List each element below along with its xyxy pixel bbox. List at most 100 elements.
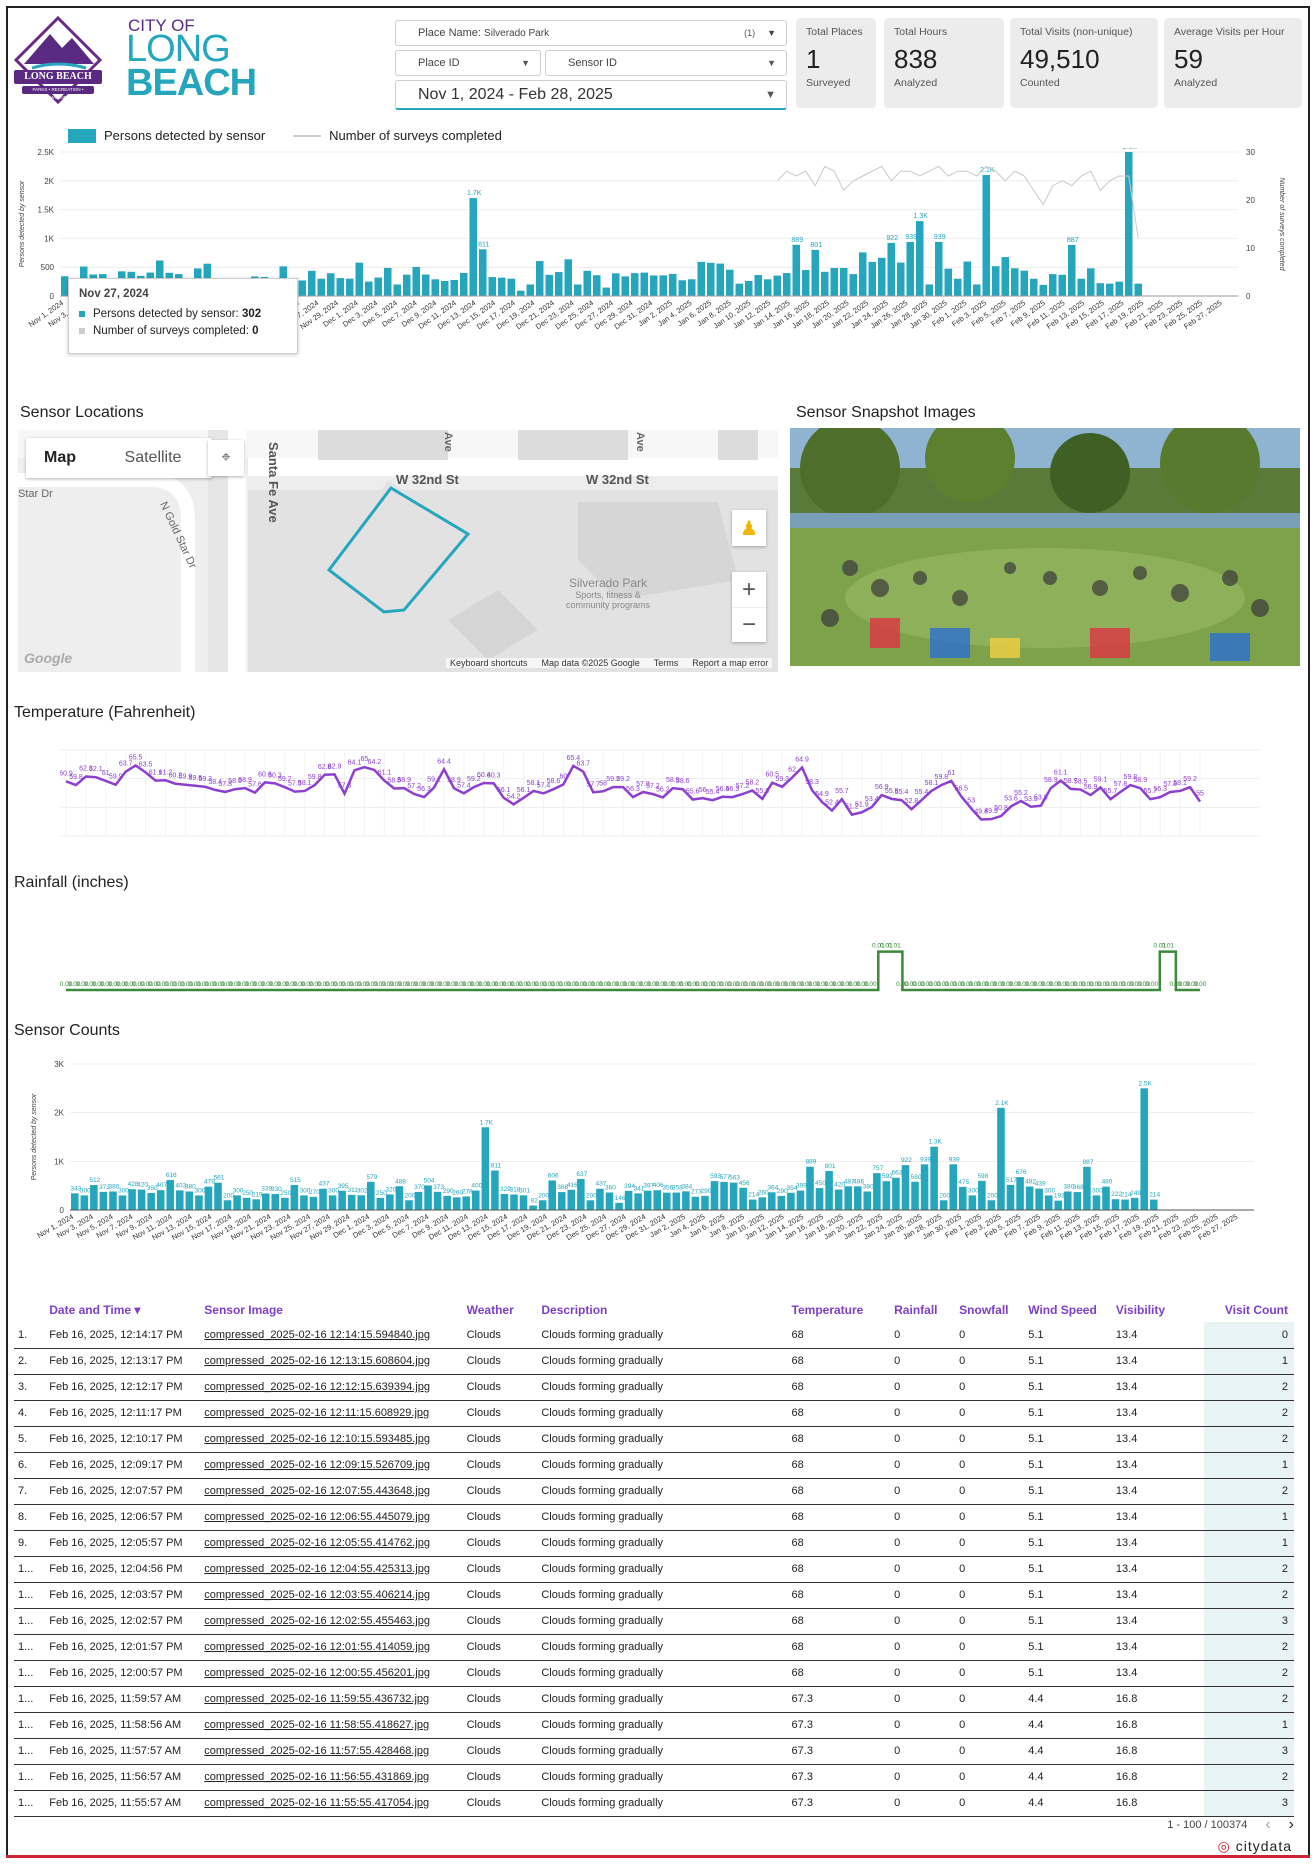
table-cell[interactable]: compressed_2025-02-16 12:01:55.414059.jp…	[204, 1634, 467, 1661]
map-footer-link[interactable]: Terms	[653, 658, 679, 668]
bar-data-label: 200	[586, 1192, 597, 1199]
table-row[interactable]: 1... Feb 16, 2025, 12:04:56 PM compressed_…	[14, 1556, 1294, 1583]
sensor-id-filter[interactable]: Sensor ID ▼	[545, 50, 787, 76]
table-row[interactable]: 7. Feb 16, 2025, 12:07:57 PM compressed_20…	[14, 1478, 1294, 1505]
table-cell[interactable]: compressed_2025-02-16 12:05:55.414762.jp…	[204, 1530, 467, 1557]
table-row[interactable]: 3. Feb 16, 2025, 12:12:17 PM compressed_20…	[14, 1374, 1294, 1401]
table-cell[interactable]: compressed_2025-02-16 11:55:55.417054.jp…	[204, 1790, 467, 1817]
temperature-data-label: 51.2	[845, 804, 859, 811]
table-cell[interactable]: compressed_2025-02-16 12:09:15.526709.jp…	[204, 1452, 467, 1479]
table-cell[interactable]: compressed_2025-02-16 12:06:55.445079.jp…	[204, 1504, 467, 1531]
rainfall-data-label: 0.00	[824, 981, 837, 988]
table-cell: 1...	[14, 1738, 50, 1765]
table-cell: 13.4	[1115, 1452, 1205, 1479]
persons-bar	[707, 262, 715, 296]
locate-icon[interactable]: ⌖	[208, 440, 244, 476]
surveys-line	[776, 165, 1139, 239]
map-footer-link[interactable]: Keyboard shortcuts	[450, 658, 528, 668]
temperature-data-label: 62.3	[79, 765, 93, 772]
table-row[interactable]: 1... Feb 16, 2025, 11:57:57 AM compressed_…	[14, 1738, 1294, 1765]
temperature-data-label: 57.3	[338, 783, 352, 790]
table-cell: Clouds forming gradually	[541, 1348, 792, 1375]
table-cell[interactable]: compressed_2025-02-16 11:59:55.436732.jp…	[204, 1686, 467, 1713]
table-cell: 0	[959, 1686, 1029, 1713]
table-row[interactable]: 1. Feb 16, 2025, 12:14:17 PM compressed_20…	[14, 1322, 1294, 1349]
legend-persons: Persons detected by sensor	[104, 128, 266, 143]
table-cell[interactable]: compressed_2025-02-16 11:56:55.431869.jp…	[204, 1764, 467, 1791]
column-header[interactable]: Description	[541, 1303, 608, 1317]
column-header[interactable]: Rainfall	[894, 1303, 938, 1317]
table-row[interactable]: 5. Feb 16, 2025, 12:10:17 PM compressed_20…	[14, 1426, 1294, 1453]
table-row[interactable]: 9. Feb 16, 2025, 12:05:57 PM compressed_20…	[14, 1530, 1294, 1557]
table-row[interactable]: 6. Feb 16, 2025, 12:09:17 PM compressed_20…	[14, 1452, 1294, 1479]
street-label: W 32nd St	[586, 472, 649, 487]
table-cell[interactable]: compressed_2025-02-16 11:58:55.418627.jp…	[204, 1712, 467, 1739]
column-header[interactable]: Temperature	[791, 1303, 864, 1317]
sensor-count-bar	[529, 1205, 537, 1210]
table-cell: 67.3	[791, 1738, 895, 1765]
next-page-icon[interactable]: ›	[1288, 1816, 1294, 1833]
table-row[interactable]: 1... Feb 16, 2025, 11:58:56 AM compressed_…	[14, 1712, 1294, 1739]
bar-data-label: 364	[767, 1184, 778, 1191]
zoom-in-icon[interactable]: +	[741, 575, 756, 603]
column-header[interactable]: Wind Speed	[1028, 1303, 1097, 1317]
table-cell[interactable]: compressed_2025-02-16 12:14:15.594840.jp…	[204, 1322, 467, 1349]
sensor-count-bar	[577, 1178, 585, 1210]
table-row[interactable]: 1... Feb 16, 2025, 11:59:57 AM compressed_…	[14, 1686, 1294, 1713]
table-row[interactable]: 1... Feb 16, 2025, 12:01:57 PM compressed_…	[14, 1634, 1294, 1661]
table-cell: 0	[959, 1556, 1029, 1583]
table-cell[interactable]: compressed_2025-02-16 12:10:15.593485.jp…	[204, 1426, 467, 1453]
table-row[interactable]: 1... Feb 16, 2025, 11:55:57 AM compressed_…	[14, 1790, 1294, 1817]
rainfall-data-label: 0.00	[124, 981, 137, 988]
table-cell[interactable]: compressed_2025-02-16 12:11:15.608929.jp…	[204, 1400, 467, 1427]
persons-bar	[669, 273, 677, 296]
table-cell[interactable]: compressed_2025-02-16 11:57:55.428468.jp…	[204, 1738, 467, 1765]
table-cell[interactable]: compressed_2025-02-16 12:13:15.608604.jp…	[204, 1348, 467, 1375]
map-footer-link[interactable]: Report a map error	[692, 658, 769, 668]
table-row[interactable]: 1... Feb 16, 2025, 12:02:57 PM compressed_…	[14, 1608, 1294, 1635]
tooltip-persons-label: Persons detected by sensor:	[93, 308, 239, 320]
table-row[interactable]: 4. Feb 16, 2025, 12:11:17 PM compressed_20…	[14, 1400, 1294, 1427]
table-cell[interactable]: compressed_2025-02-16 12:03:55.406214.jp…	[204, 1582, 467, 1609]
table-cell[interactable]: compressed_2025-02-16 12:02:55.455463.jp…	[204, 1608, 467, 1635]
table-row[interactable]: 1... Feb 16, 2025, 12:03:57 PM compressed_…	[14, 1582, 1294, 1609]
bar-data-label: 407	[156, 1182, 167, 1189]
table-cell: 13.4	[1115, 1400, 1205, 1427]
column-header[interactable]: Date and Time ▾	[49, 1303, 141, 1317]
y2-tick-label: 20	[1246, 196, 1255, 205]
persons-bar	[355, 262, 363, 296]
table-row[interactable]: 1... Feb 16, 2025, 12:00:57 PM compressed_…	[14, 1660, 1294, 1687]
place-id-filter[interactable]: Place ID ▼	[395, 50, 541, 76]
table-cell: 5.1	[1028, 1348, 1116, 1375]
column-header[interactable]: Sensor Image	[204, 1303, 283, 1317]
temperature-data-label: 55.6	[686, 789, 700, 796]
map-tab[interactable]: Map	[44, 449, 76, 466]
persons-bar	[327, 273, 335, 296]
temperature-data-label: 56.3	[417, 786, 431, 793]
satellite-tab[interactable]: Satellite	[124, 449, 182, 466]
rainfall-data-label: 0.00	[534, 981, 547, 988]
place-name-filter[interactable]: Place Name: Silverado Park (1) ▼	[395, 20, 787, 46]
column-header[interactable]: Visit Count	[1224, 1303, 1288, 1317]
column-header[interactable]: Weather	[466, 1303, 514, 1317]
table-cell[interactable]: compressed_2025-02-16 12:00:55.456201.jp…	[204, 1660, 467, 1687]
table-row[interactable]: 1... Feb 16, 2025, 11:56:57 AM compressed_…	[14, 1764, 1294, 1791]
column-header[interactable]: Visibility	[1115, 1303, 1166, 1317]
rainfall-data-label: 0.00	[920, 981, 933, 988]
table-row[interactable]: 2. Feb 16, 2025, 12:13:17 PM compressed_20…	[14, 1348, 1294, 1375]
sensor-count-bar	[261, 1193, 270, 1210]
date-range-picker[interactable]: Nov 1, 2024 - Feb 28, 2025 ▼	[395, 80, 787, 110]
prev-page-icon[interactable]: ‹	[1265, 1816, 1271, 1833]
zoom-out-icon[interactable]: −	[732, 607, 766, 642]
table-cell: Clouds forming gradually	[541, 1634, 792, 1661]
table-row[interactable]: 8. Feb 16, 2025, 12:06:57 PM compressed_20…	[14, 1504, 1294, 1531]
pegman-icon[interactable]: ♟	[732, 510, 766, 546]
column-header[interactable]: Snowfall	[959, 1303, 1009, 1317]
table-cell[interactable]: compressed_2025-02-16 12:04:55.425313.jp…	[204, 1556, 467, 1583]
sensor-map[interactable]: Map Satellite ⌖ W 32nd St W 32nd St Sant…	[18, 430, 778, 672]
table-cell: Clouds	[466, 1608, 542, 1635]
logo-long: LONG	[126, 28, 231, 70]
table-cell[interactable]: compressed_2025-02-16 12:07:55.443648.jp…	[204, 1478, 467, 1505]
rainfall-data-label: 0.00	[237, 981, 250, 988]
table-cell[interactable]: compressed_2025-02-16 12:12:15.639394.jp…	[204, 1374, 467, 1401]
